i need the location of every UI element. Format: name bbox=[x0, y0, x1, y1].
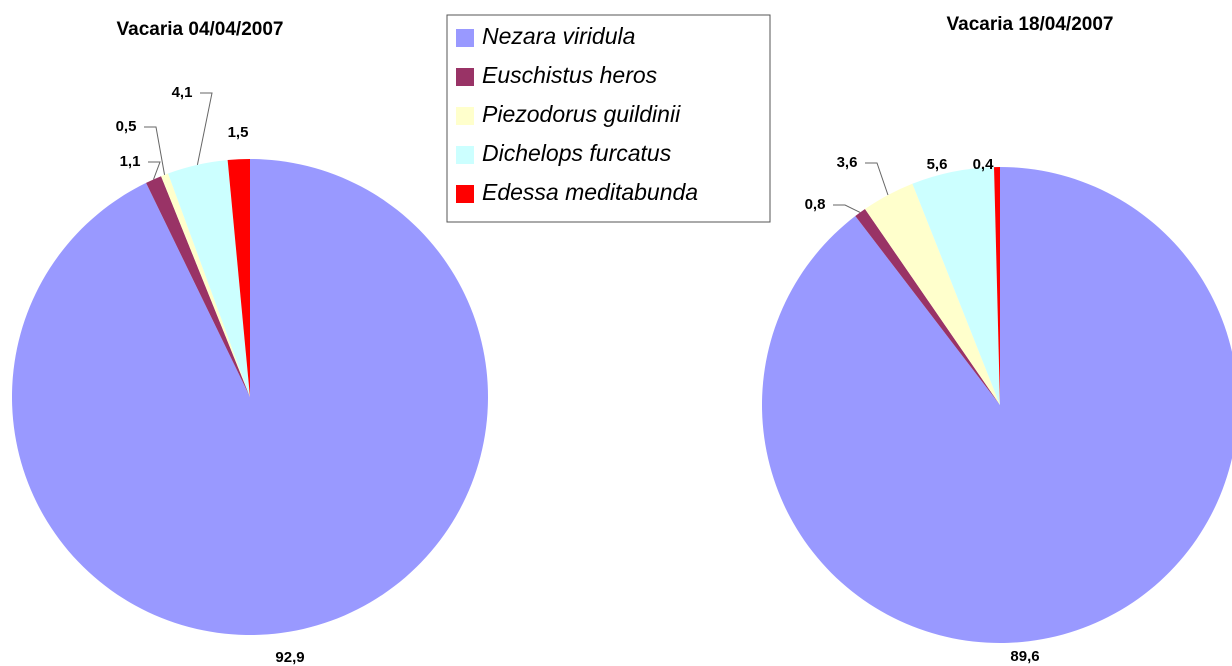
pie-slice bbox=[227, 159, 250, 397]
pie-slice bbox=[161, 173, 250, 397]
data-label: 0,8 bbox=[805, 196, 826, 213]
legend-label: Euschistus heros bbox=[482, 62, 658, 88]
legend-swatch bbox=[456, 29, 474, 47]
data-label: 89,6 bbox=[1010, 648, 1039, 665]
pie-slice bbox=[864, 183, 1000, 405]
data-label: 0,5 bbox=[116, 118, 137, 135]
legend-label: Dichelops furcatus bbox=[482, 140, 672, 166]
pie-slice bbox=[11, 159, 488, 635]
pie-slice bbox=[762, 167, 1232, 643]
pie-slice bbox=[168, 160, 250, 397]
chart-title: Vacaria 04/04/2007 bbox=[117, 19, 284, 40]
legend-swatch bbox=[456, 146, 474, 164]
leader-line bbox=[196, 92, 213, 165]
pie-slice bbox=[994, 167, 1000, 405]
legend-swatch bbox=[456, 107, 474, 125]
data-label: 3,6 bbox=[837, 154, 858, 171]
data-label: 0,4 bbox=[973, 156, 995, 173]
data-label: 4,1 bbox=[172, 84, 193, 101]
leader-line bbox=[833, 204, 861, 213]
data-label: 1,5 bbox=[228, 124, 249, 141]
legend-label: Edessa meditabunda bbox=[482, 179, 698, 205]
legend-label: Piezodorus guildinii bbox=[482, 101, 681, 127]
leader-line bbox=[865, 162, 889, 196]
data-label: 92,9 bbox=[275, 649, 304, 666]
pie-slice bbox=[912, 167, 1000, 405]
leader-line bbox=[148, 161, 161, 180]
data-label: 1,1 bbox=[120, 153, 141, 170]
leader-line bbox=[144, 126, 166, 175]
chart-title: Vacaria 18/04/2007 bbox=[947, 14, 1114, 35]
legend-swatch bbox=[456, 68, 474, 86]
legend-label: Nezara viridula bbox=[482, 23, 635, 49]
data-label: 5,6 bbox=[927, 156, 948, 173]
legend-box bbox=[446, 14, 771, 223]
legend-swatch bbox=[456, 185, 474, 203]
pie-slice bbox=[855, 208, 1000, 405]
pie-slice bbox=[146, 176, 250, 397]
